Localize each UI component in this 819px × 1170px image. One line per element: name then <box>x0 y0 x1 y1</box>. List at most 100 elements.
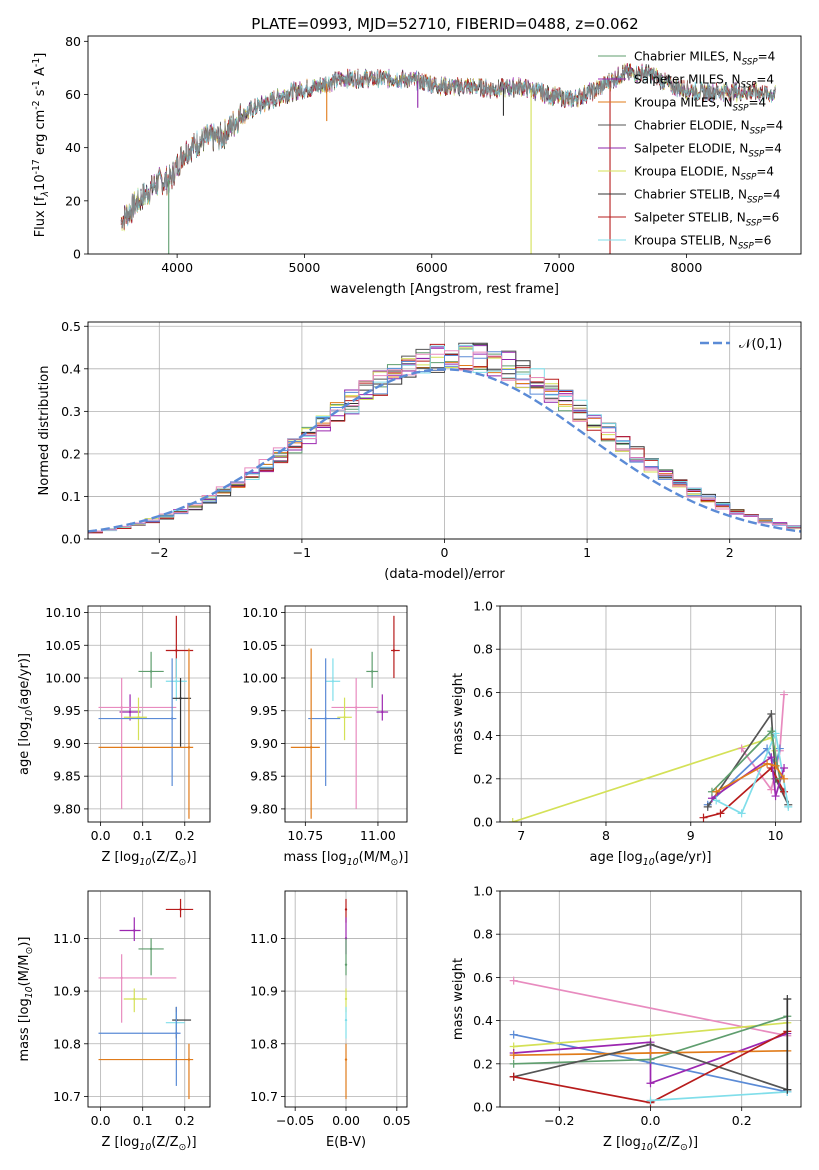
spectrum-ylabel: Flux [fλ10-17 erg cm-2 s-1 A-1] <box>31 53 51 238</box>
legend-label: 𝒩(0,1) <box>739 337 782 352</box>
residuals-plot-area <box>88 342 801 539</box>
weight_vs_Z-xlabel: Z [log10(Z/Z⊙)] <box>603 1135 698 1153</box>
legend-label: Kroupa ELODIE, NSSP=4 <box>634 165 774 183</box>
data-point <box>392 649 396 652</box>
weight_vs_age-axes: 7 8 9 10 0.0 0.2 0.4 0.6 0.8 1.0 age [log10(age/yr… <box>451 599 802 868</box>
data-point <box>344 1018 348 1022</box>
series-marker <box>509 1051 518 1060</box>
data-point <box>381 710 384 714</box>
weight_vs_age-xtick-label: 10 <box>768 828 784 843</box>
weight_vs_age-ytick-label: 0.6 <box>473 685 493 700</box>
age_vs_mass-plot-area <box>290 615 400 819</box>
data-point <box>309 746 313 749</box>
weight_vs_age-xtick-label: 7 <box>517 828 525 843</box>
age_vs_mass-ytick-label: 9.95 <box>250 703 278 718</box>
residuals-ytick-label: 0.4 <box>61 361 81 376</box>
figure-title: PLATE=0993, MJD=52710, FIBERID=0488, z=0… <box>251 15 638 33</box>
data-point <box>344 963 348 966</box>
age_vs_Z-ytick-label: 9.90 <box>53 736 81 751</box>
data-point <box>370 670 374 673</box>
legend-label: Chabrier STELIB, NSSP=4 <box>634 188 781 206</box>
series-line <box>715 730 790 815</box>
spectrum-axes: 4000 5000 6000 7000 8000 0 20 40 60 80 wavelength … <box>31 34 802 297</box>
data-point <box>170 717 174 720</box>
series-marker <box>509 1072 518 1081</box>
residuals-xlabel: (data-model)/error <box>384 567 505 582</box>
series-marker <box>703 802 712 811</box>
spectrum-xtick-label: 4000 <box>161 260 193 275</box>
weight_vs_Z-frame <box>499 890 802 1108</box>
age_vs_mass-ytick-label: 9.85 <box>250 769 278 784</box>
data-point <box>179 697 182 700</box>
mass_vs_Z-ytick-label: 10.8 <box>53 1036 81 1051</box>
legend-label: Salpeter STELIB, NSSP=6 <box>634 211 779 229</box>
residuals-axes: −2 −1 0 1 2 0.0 0.1 0.2 0.3 0.4 0.5 (data-model)/er… <box>37 319 802 582</box>
weight_vs_age-ytick-label: 0.2 <box>473 771 493 786</box>
age_vs_Z-ytick-label: 10.05 <box>45 638 81 653</box>
data-point <box>175 1032 178 1035</box>
data-point <box>324 717 327 720</box>
data-point <box>344 1058 348 1061</box>
series-marker <box>699 813 708 822</box>
residuals-ytick-label: 0.2 <box>61 446 81 461</box>
age_vs_Z-xtick-label: 0.1 <box>133 828 153 843</box>
mass_vs_EBV-xlabel: E(B-V) <box>326 1135 366 1150</box>
series-marker <box>646 1096 655 1105</box>
residuals-xtick-label: −1 <box>293 545 311 560</box>
data-point <box>344 997 348 1001</box>
legend-label: Chabrier ELODIE, NSSP=4 <box>634 119 783 137</box>
age_vs_Z-ytick-label: 10.00 <box>45 671 81 686</box>
age_vs_Z-axes: 0.0 0.1 0.2 9.80 9.85 9.90 9.95 10.00 10.05 10.10… <box>17 605 211 868</box>
series-line <box>711 755 785 799</box>
series-marker <box>767 753 776 762</box>
legend-label: Kroupa STELIB, NSSP=6 <box>634 234 771 252</box>
series-marker <box>646 1055 655 1064</box>
age_vs_mass-ytick-label: 10.10 <box>242 605 278 620</box>
weight_vs_age-ytick-label: 0.0 <box>473 815 493 830</box>
age_vs_Z-xtick-label: 0.2 <box>175 828 195 843</box>
mass_vs_Z-xtick-label: 0.0 <box>91 1113 111 1128</box>
series-marker <box>780 690 789 699</box>
series-line <box>650 1091 788 1102</box>
mass_vs_Z-xtick-label: 0.2 <box>175 1113 195 1128</box>
mass_vs_EBV-xtick-label: 0.00 <box>332 1113 360 1128</box>
series-marker <box>775 744 784 753</box>
mass_vs_EBV-ytick-label: 11.0 <box>250 931 278 946</box>
legend-label: Salpeter MILES, NSSP=4 <box>634 73 774 91</box>
series-marker <box>780 764 789 772</box>
plots-group: 4000 5000 6000 7000 8000020406080wavelength … <box>17 34 802 1153</box>
series-marker <box>771 761 780 770</box>
mass_vs_Z-ytick-label: 10.9 <box>53 984 81 999</box>
series-marker <box>737 744 746 753</box>
series-marker <box>783 1085 792 1094</box>
weight_vs_age-ytick-label: 0.8 <box>473 642 493 657</box>
age_vs_Z-ytick-label: 9.95 <box>53 703 81 718</box>
legend-label: Salpeter ELODIE, NSSP=4 <box>634 142 782 160</box>
series-marker <box>646 1079 655 1088</box>
age_vs_mass-ytick-label: 9.80 <box>250 801 278 816</box>
data-point <box>187 1058 191 1061</box>
mass_vs_Z-ytick-label: 10.7 <box>53 1089 81 1104</box>
data-point <box>149 670 153 673</box>
series-marker <box>712 796 721 805</box>
data-point <box>175 649 178 652</box>
data-point <box>137 716 140 719</box>
legend-label: Kroupa MILES, NSSP=4 <box>634 96 766 114</box>
age_vs_mass-ytick-label: 10.05 <box>242 638 278 653</box>
weight_vs_Z-xtick-label: −0.2 <box>544 1113 574 1128</box>
weight_vs_Z-ytick-label: 0.2 <box>473 1056 493 1071</box>
series-line <box>715 762 785 793</box>
weight_vs_Z-ytick-label: 0.4 <box>473 1013 493 1028</box>
weight_vs_age-xtick-label: 9 <box>687 828 695 843</box>
mass_vs_Z-plot-area <box>98 898 194 1100</box>
data-point <box>331 680 335 683</box>
residuals-xtick-label: 1 <box>583 545 591 560</box>
residuals-ytick-label: 0.5 <box>61 319 81 334</box>
mass_vs_EBV-xtick-label: −0.05 <box>276 1113 314 1128</box>
weight_vs_Z-axes: −0.2 0.0 0.2 0.0 0.2 0.4 0.6 0.8 1.0 Z [log10(Z/Z… <box>451 884 802 1153</box>
age_vs_mass-ytick-label: 9.90 <box>250 736 278 751</box>
series-line <box>703 766 785 819</box>
spectrum-ytick-label: 60 <box>65 87 81 102</box>
weight_vs_Z-ytick-label: 0.0 <box>473 1100 493 1115</box>
